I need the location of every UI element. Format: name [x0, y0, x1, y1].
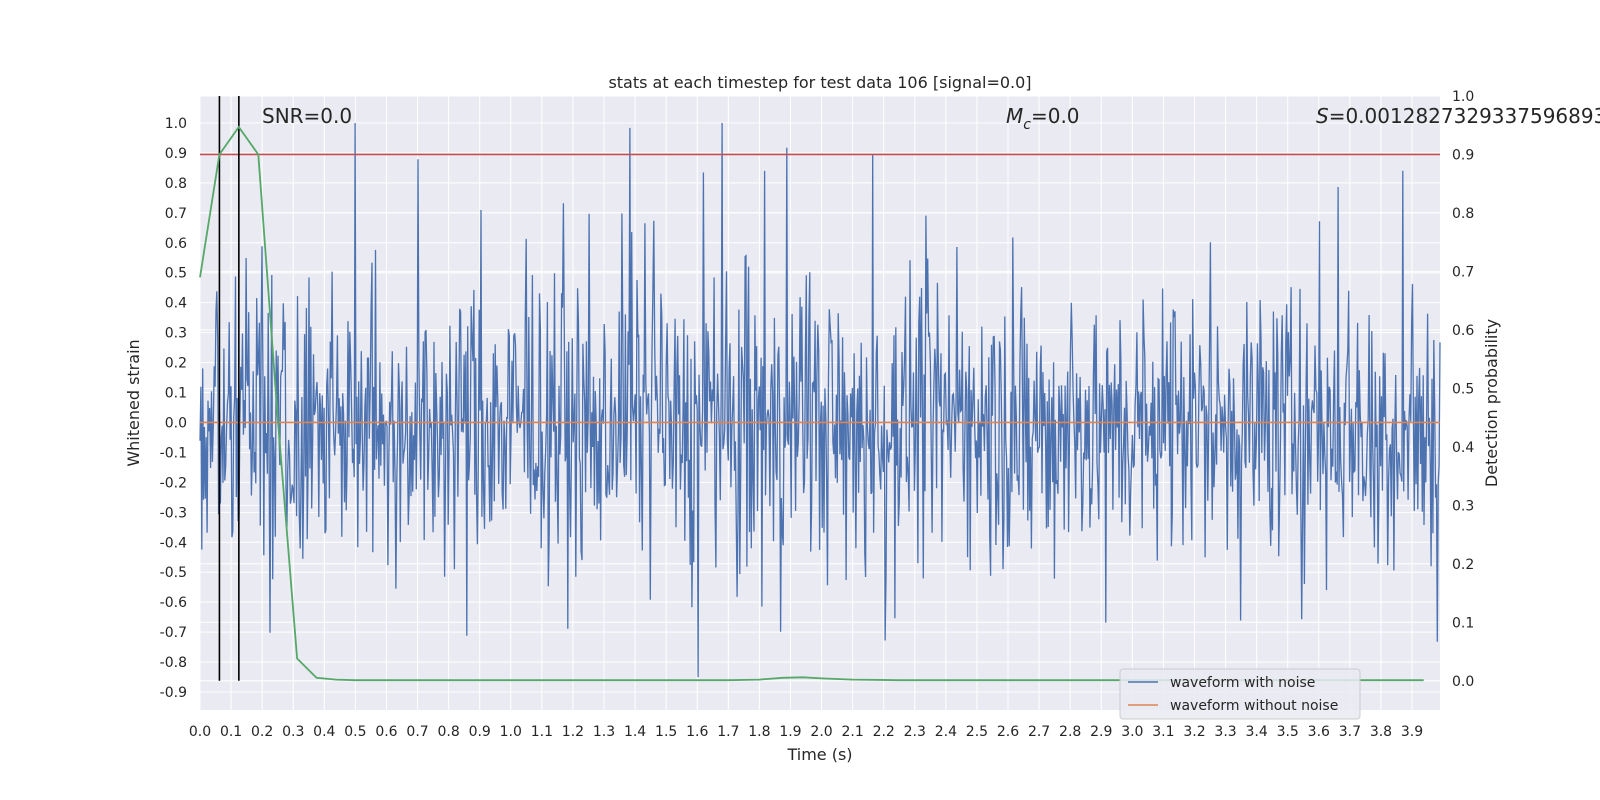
y-tick-label: -0.1 [160, 445, 187, 461]
x-tick-label: 2.1 [841, 724, 863, 740]
y-tick-label: -0.7 [160, 625, 187, 641]
series-waveform-with-noise [199, 122, 1441, 678]
y-tick-label: -0.3 [160, 505, 187, 521]
x-tick-label: 0.5 [344, 724, 366, 740]
x-tick-label: 0.8 [437, 724, 459, 740]
x-tick-label: 1.9 [779, 724, 801, 740]
chirp-mass-value: =0.0 [1031, 104, 1080, 128]
legend: waveform with noise waveform without noi… [1119, 668, 1361, 720]
y-tick-label: 0.2 [165, 356, 187, 372]
x-tick-label: 0.0 [189, 724, 211, 740]
y2-tick-label: 0.9 [1452, 147, 1474, 163]
x-tick-label: 3.1 [1152, 724, 1174, 740]
y-tick-label: 0.3 [165, 326, 187, 342]
chart-title: stats at each timestep for test data 106… [608, 73, 1031, 92]
y-tick-label: 0.1 [165, 386, 187, 402]
y-tick-label: 0.5 [165, 266, 187, 282]
x-tick-label: 0.7 [406, 724, 428, 740]
x-tick-label: 1.4 [624, 724, 646, 740]
x-tick-label: 1.2 [562, 724, 584, 740]
y-tick-label: -0.9 [160, 685, 187, 701]
y-tick-label: 0.8 [165, 176, 187, 192]
y-tick-label: 0.0 [165, 415, 187, 431]
snr-annotation: SNR=0.0 [262, 104, 352, 128]
x-axis-label: Time (s) [786, 745, 852, 764]
y2-tick-label: 0.6 [1452, 323, 1474, 339]
x-tick-label: 2.7 [1028, 724, 1050, 740]
x-tick-label: 2.2 [873, 724, 895, 740]
x-tick-label: 0.1 [220, 724, 242, 740]
y2-tick-label: 0.3 [1452, 498, 1474, 514]
y-tick-label: -0.2 [160, 475, 187, 491]
y-tick-label: -0.6 [160, 595, 187, 611]
x-tick-label: 1.8 [748, 724, 770, 740]
y-tick-label: 0.7 [165, 206, 187, 222]
x-tick-label: 1.0 [500, 724, 522, 740]
x-tick-label: 0.4 [313, 724, 335, 740]
chirp-mass-symbol: M [1006, 104, 1023, 128]
x-tick-label: 2.0 [810, 724, 832, 740]
series-detection-probability [199, 125, 1424, 682]
chirp-mass-annotation: Mc=0.0 [1006, 104, 1080, 133]
x-tick-label: 3.3 [1214, 724, 1236, 740]
y2-tick-label: 0.4 [1452, 440, 1474, 456]
x-tick-label: 2.8 [1059, 724, 1081, 740]
y-tick-label: -0.8 [160, 655, 187, 671]
y-tick-label: 0.6 [165, 236, 187, 252]
y-tick-label: 1.0 [165, 116, 187, 132]
y2-tick-label: 0.5 [1452, 381, 1474, 397]
chirp-mass-subscript: c [1023, 117, 1031, 133]
x-tick-label: 2.4 [935, 724, 957, 740]
x-tick-label: 1.3 [593, 724, 615, 740]
y-tick-label: -0.4 [160, 535, 187, 551]
x-tick-label: 0.3 [282, 724, 304, 740]
s-annotation: S=0.0012827329337596893 [1316, 104, 1600, 128]
x-tick-label: 3.8 [1370, 724, 1392, 740]
series-layer [199, 96, 1441, 682]
x-tick-labels: 0.0 0.1 0.2 0.3 0.4 0.5 0.6 0.7 0.8 0.9 1.0 1.1 1.2 1… [189, 724, 1423, 740]
x-tick-label: 1.7 [717, 724, 739, 740]
s-value: =0.0012827329337596893 [1329, 104, 1600, 128]
y2-tick-label: 0.1 [1452, 615, 1474, 631]
legend-label-noise: waveform with noise [1170, 675, 1315, 691]
y2-tick-label: 1.0 [1452, 89, 1474, 105]
x-tick-label: 2.3 [904, 724, 926, 740]
y-axis-label: Whitened strain [124, 339, 143, 466]
x-tick-label: 3.5 [1277, 724, 1299, 740]
x-tick-label: 1.1 [531, 724, 553, 740]
y2-tick-label: 0.8 [1452, 206, 1474, 222]
y2-axis-label: Detection probability [1482, 319, 1501, 487]
x-tick-label: 0.9 [469, 724, 491, 740]
x-tick-label: 3.6 [1308, 724, 1330, 740]
y-tick-label: 0.4 [165, 296, 187, 312]
legend-box [1119, 668, 1361, 720]
x-tick-label: 3.9 [1401, 724, 1423, 740]
x-tick-label: 1.5 [655, 724, 677, 740]
x-tick-label: 3.7 [1339, 724, 1361, 740]
x-tick-label: 2.5 [966, 724, 988, 740]
y-tick-label: 0.9 [165, 146, 187, 162]
x-tick-label: 2.9 [1090, 724, 1112, 740]
y-tick-labels: 1.0 0.9 0.8 0.7 0.6 0.5 0.4 0.3 0.2 0.1 0.0 -0.1 -0.… [160, 116, 187, 701]
y2-tick-label: 0.7 [1452, 264, 1474, 280]
x-tick-label: 0.6 [375, 724, 397, 740]
x-tick-label: 3.4 [1246, 724, 1268, 740]
x-tick-label: 2.6 [997, 724, 1019, 740]
legend-label-clean: waveform without noise [1170, 698, 1338, 714]
x-tick-label: 1.6 [686, 724, 708, 740]
x-tick-label: 3.0 [1121, 724, 1143, 740]
x-tick-label: 0.2 [251, 724, 273, 740]
s-symbol: S [1316, 104, 1329, 128]
y2-tick-labels: 1.0 0.9 0.8 0.7 0.6 0.5 0.4 0.3 0.2 0.1 0.0 [1452, 89, 1474, 690]
y-tick-label: -0.5 [160, 565, 187, 581]
y2-tick-label: 0.0 [1452, 674, 1474, 690]
x-tick-label: 3.2 [1183, 724, 1205, 740]
y2-tick-label: 0.2 [1452, 557, 1474, 573]
